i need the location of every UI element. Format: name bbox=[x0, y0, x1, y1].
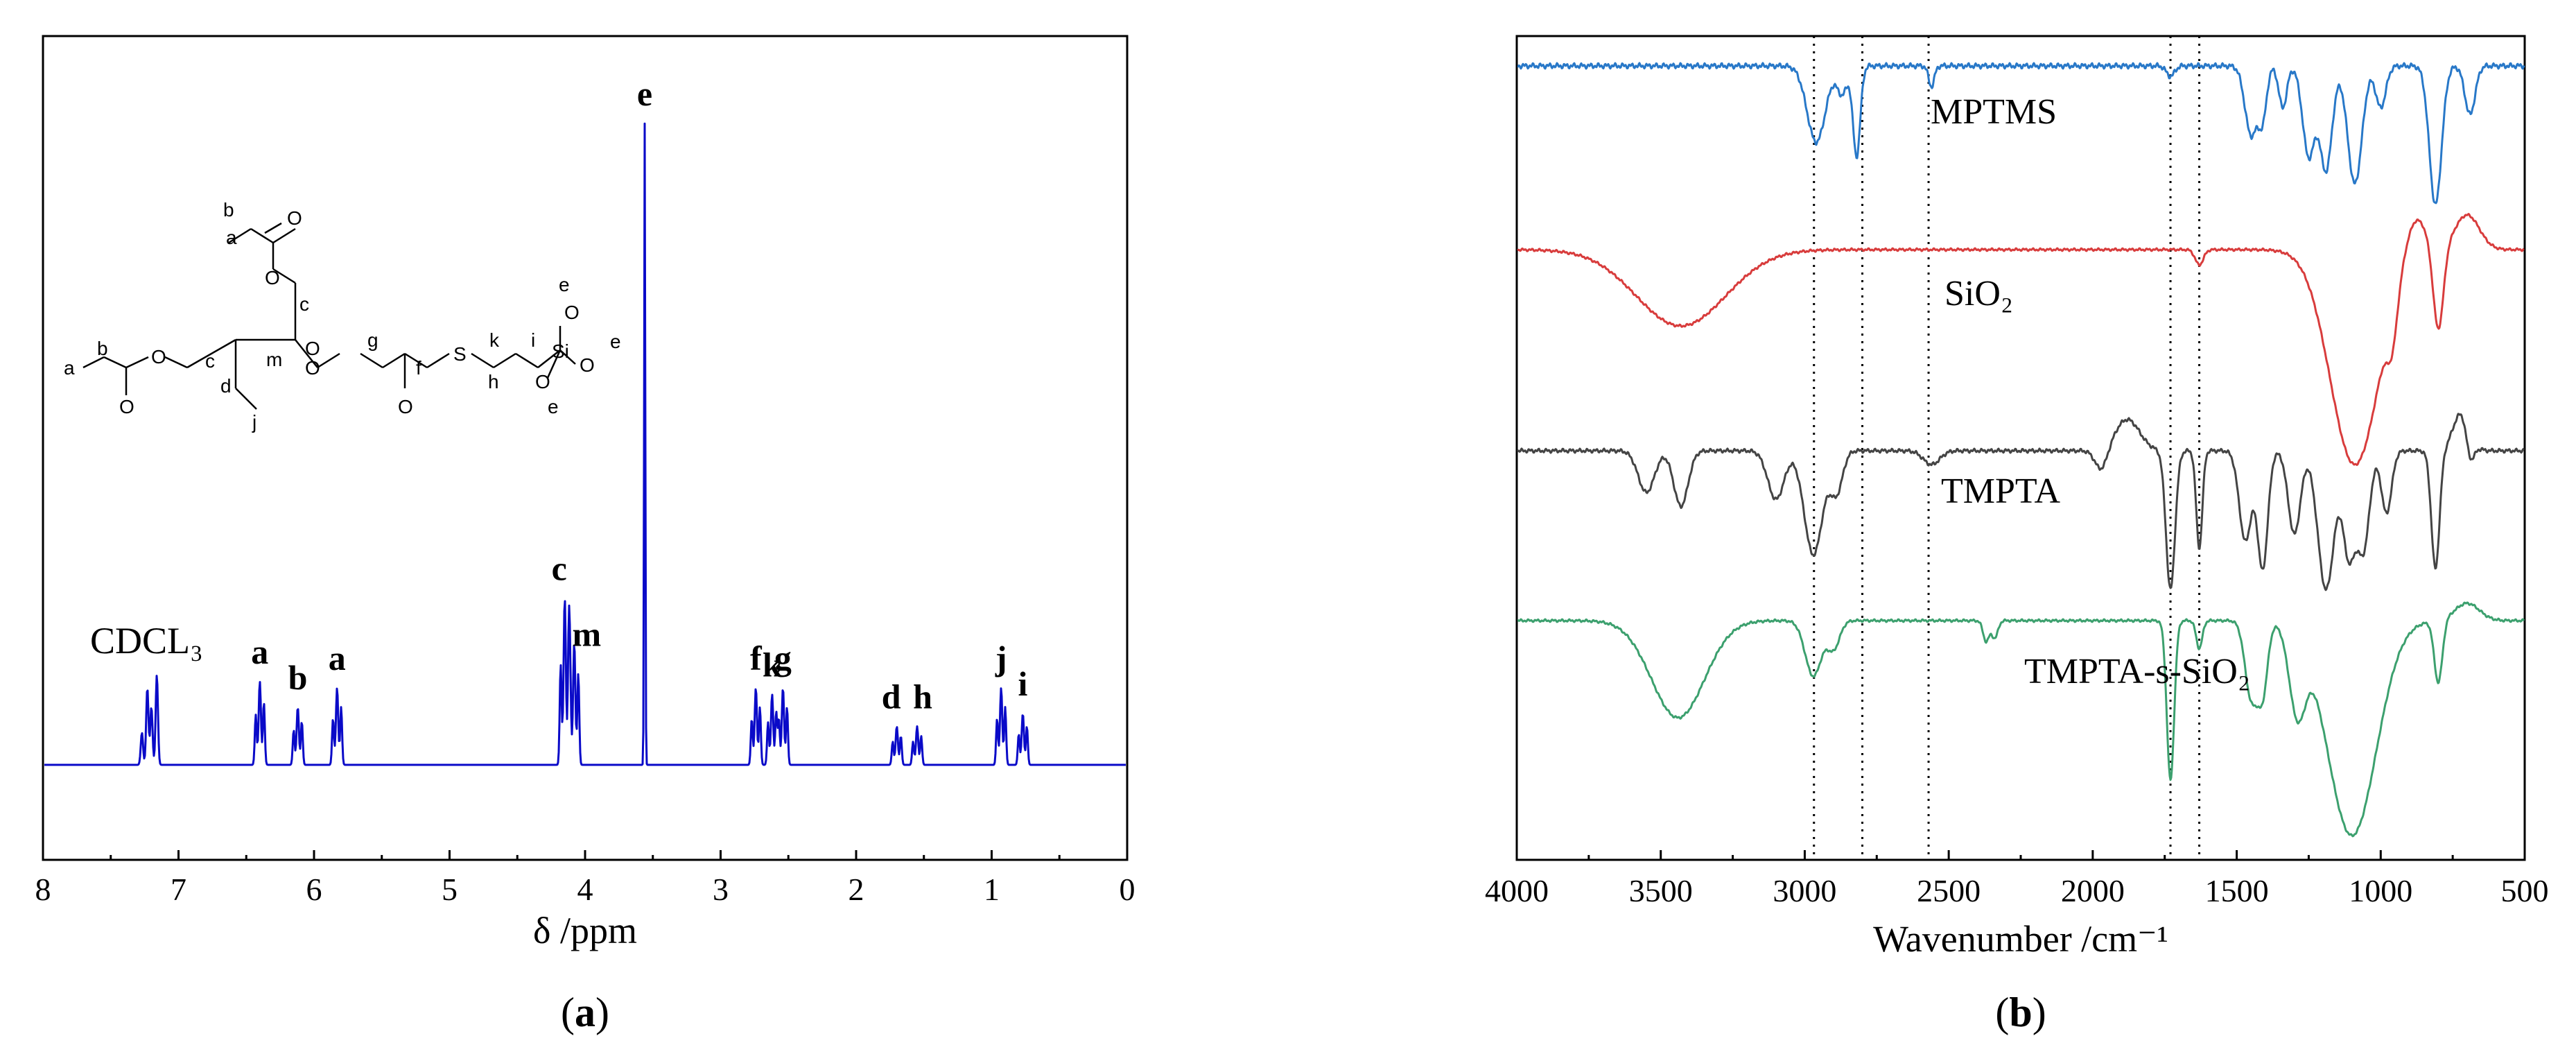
panel-a-x-ticks: 8 7 6 5 4 3 2 1 0 bbox=[35, 850, 1135, 907]
panel-a-frame bbox=[42, 35, 1129, 861]
solvent-label: CDCL₃ bbox=[90, 620, 203, 662]
atom-label: O bbox=[564, 302, 580, 323]
x-tick-label: 0 bbox=[1120, 872, 1135, 907]
x-tick-label: 3000 bbox=[1773, 873, 1836, 908]
atom-label: e bbox=[548, 396, 559, 417]
atom-label: b bbox=[223, 199, 234, 221]
atom-label: S bbox=[453, 343, 467, 365]
ir-series-line bbox=[1517, 62, 2525, 205]
peak-label: h bbox=[913, 677, 932, 716]
peak-label: i bbox=[1018, 664, 1028, 703]
panel-a-label: (a) bbox=[561, 990, 609, 1035]
x-tick-label: 3 bbox=[713, 872, 729, 907]
x-tick-label: 1000 bbox=[2349, 873, 2412, 908]
atom-label: c bbox=[205, 350, 215, 372]
atom-label: O bbox=[287, 207, 302, 229]
atom-label: h bbox=[488, 371, 499, 392]
atom-label: O bbox=[535, 371, 550, 392]
atom-label: g bbox=[367, 329, 378, 351]
atom-label: O bbox=[265, 267, 280, 288]
series-name-label: TMPTA bbox=[1941, 472, 2061, 511]
x-tick-label: 4 bbox=[577, 872, 593, 907]
nmr-spectrum-line bbox=[44, 122, 1126, 766]
panel-b-label: (b) bbox=[1995, 990, 2046, 1035]
series-labels: MPTMS SiO₂ TMPTA TMPTA-s-SiO₂ bbox=[1931, 92, 2250, 691]
peak-label: a bbox=[251, 632, 268, 671]
peak-label: m bbox=[573, 614, 602, 653]
peak-label: j bbox=[995, 639, 1007, 677]
panel-a-x-axis-label: δ /ppm bbox=[533, 910, 637, 951]
x-tick-label: 4000 bbox=[1485, 873, 1549, 908]
series-name-label: MPTMS bbox=[1931, 92, 2057, 132]
atom-label: O bbox=[580, 354, 595, 376]
x-tick-label: 5 bbox=[442, 872, 458, 907]
panel-b-frame bbox=[1515, 35, 2526, 861]
ir-series-line bbox=[1516, 413, 2525, 591]
peak-label: f bbox=[750, 639, 763, 677]
atom-label: a bbox=[64, 357, 75, 379]
peak-label: d bbox=[882, 677, 901, 716]
reference-lines bbox=[1813, 36, 2201, 860]
atom-label: O bbox=[305, 338, 320, 359]
atom-label: j bbox=[252, 411, 256, 433]
atom-label: f bbox=[416, 357, 421, 379]
series-name-label: SiO₂ bbox=[1944, 274, 2013, 313]
x-tick-label: 7 bbox=[171, 872, 186, 907]
molecule-structure bbox=[82, 222, 576, 410]
atom-label: e bbox=[610, 331, 621, 352]
x-tick-label: 6 bbox=[306, 872, 322, 907]
x-tick-label: 1500 bbox=[2205, 873, 2269, 908]
atom-label: O bbox=[398, 396, 413, 417]
peak-label: g bbox=[774, 639, 792, 677]
molecule-atom-labels: a b O O c O a b O c m O g S k i e O Si O… bbox=[64, 199, 621, 433]
peak-label: a bbox=[329, 639, 346, 677]
atom-label: k bbox=[489, 329, 500, 351]
atom-label: c bbox=[299, 293, 309, 315]
atom-label: i bbox=[531, 329, 535, 351]
peak-label: b bbox=[288, 658, 308, 697]
atom-label: b bbox=[97, 338, 108, 359]
atom-label: O bbox=[305, 357, 320, 379]
ir-series-line bbox=[1517, 213, 2525, 466]
series-name-label: TMPTA-s-SiO₂ bbox=[2024, 652, 2250, 691]
ir-series bbox=[1516, 62, 2525, 838]
x-tick-label: 8 bbox=[35, 872, 51, 907]
x-tick-label: 1 bbox=[984, 872, 1000, 907]
panel-b-chart: 4000 3500 3000 2500 2000 1500 1000 500 MPTMS SiO… bbox=[1485, 35, 2549, 1035]
x-tick-label: 2500 bbox=[1917, 873, 1981, 908]
peak-label: e bbox=[637, 74, 652, 113]
atom-label: a bbox=[226, 227, 237, 248]
x-tick-label: 2000 bbox=[2061, 873, 2125, 908]
atom-label: e bbox=[559, 274, 570, 295]
panel-b-x-axis-label: Wavenumber /cm⁻¹ bbox=[1873, 918, 2168, 960]
x-tick-label: 3500 bbox=[1629, 873, 1693, 908]
atom-label: O bbox=[119, 396, 134, 417]
panel-b-x-ticks: 4000 3500 3000 2500 2000 1500 1000 500 bbox=[1485, 850, 2549, 908]
atom-label: m bbox=[266, 349, 282, 370]
atom-label: Si bbox=[552, 340, 569, 362]
atom-label: d bbox=[220, 375, 232, 397]
ir-series-line bbox=[1517, 601, 2525, 838]
peak-label: c bbox=[552, 549, 567, 588]
peak-label: k bbox=[763, 645, 782, 684]
atom-label: O bbox=[151, 346, 166, 368]
x-tick-label: 500 bbox=[2501, 873, 2549, 908]
x-tick-label: 2 bbox=[848, 872, 864, 907]
